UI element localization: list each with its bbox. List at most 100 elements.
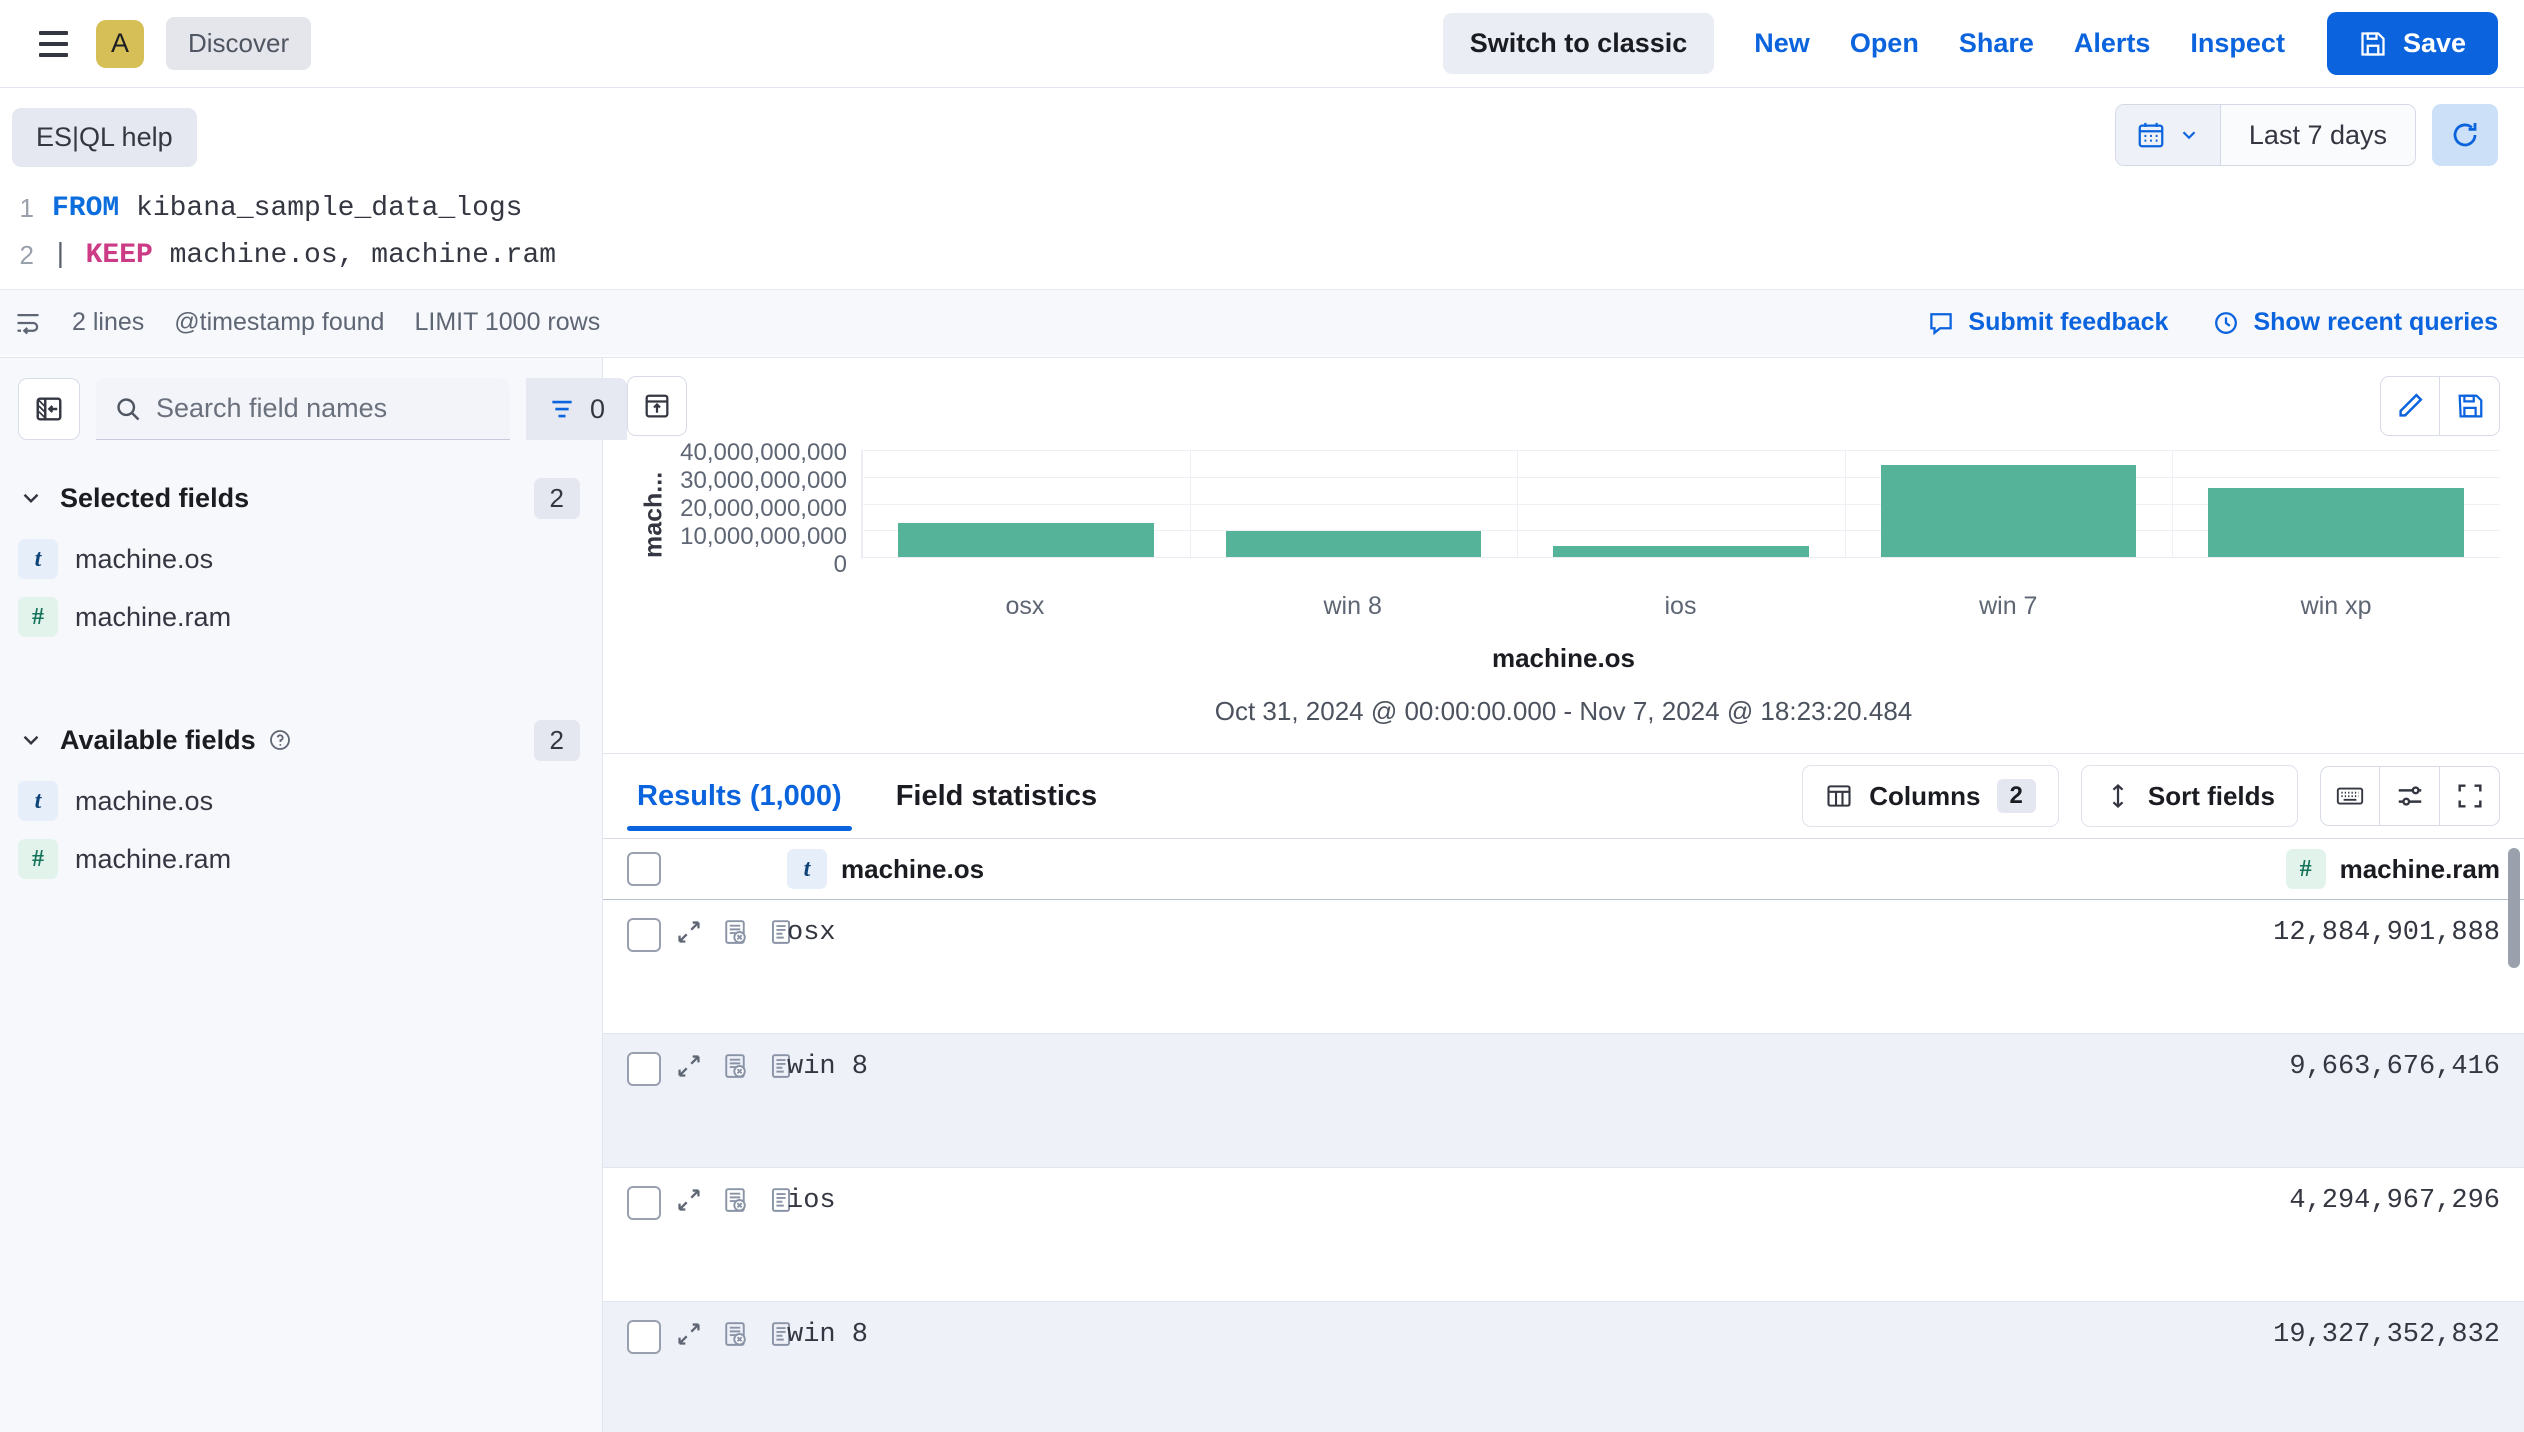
y-tick: 10,000,000,000: [680, 523, 847, 550]
search-input[interactable]: [142, 393, 510, 424]
table-row[interactable]: win 8 9,663,676,416: [603, 1034, 2524, 1168]
bar-win-7[interactable]: [1880, 465, 2137, 557]
bar-osx[interactable]: [898, 522, 1154, 557]
save-disk-icon[interactable]: [2440, 376, 2500, 436]
column-header-machine-ram[interactable]: # machine.ram: [2054, 849, 2524, 889]
search-field-names-box[interactable]: [96, 378, 510, 440]
nav-open-button[interactable]: Open: [1849, 28, 1919, 58]
expand-row-icon[interactable]: [675, 1320, 703, 1348]
single-doc-icon[interactable]: [767, 1186, 795, 1214]
bar-slot[interactable]: [862, 450, 1190, 557]
wrap-lines-icon[interactable]: [14, 309, 42, 337]
sidebar-section-selected-fields[interactable]: Selected fields 2: [0, 466, 602, 530]
nav-share-button[interactable]: Share: [1958, 28, 2034, 58]
gridline: [862, 503, 2500, 505]
filter-count: 0: [590, 393, 606, 424]
pipe-token: |: [52, 240, 86, 271]
date-picker[interactable]: Last 7 days: [2114, 104, 2416, 166]
row-checkbox[interactable]: [627, 1320, 661, 1354]
pencil-icon[interactable]: [2380, 376, 2440, 436]
y-axis-title: mach...: [639, 471, 668, 559]
help-circle-icon[interactable]: [268, 728, 292, 752]
keyboard-icon[interactable]: [2320, 766, 2380, 826]
display-options-icon[interactable]: [2380, 766, 2440, 826]
sort-fields-button[interactable]: Sort fields: [2080, 765, 2298, 827]
gridline: [862, 476, 2500, 478]
esql-editor[interactable]: 1 FROM kibana_sample_data_logs 2 | KEEP …: [0, 167, 2524, 289]
table-row[interactable]: ios 4,294,967,296: [603, 1168, 2524, 1302]
single-doc-icon[interactable]: [767, 1052, 795, 1080]
bar-slot[interactable]: [1844, 450, 2173, 557]
degraded-doc-icon[interactable]: [721, 1052, 749, 1080]
save-to-library-icon[interactable]: [627, 376, 687, 436]
bar-win-8[interactable]: [1225, 531, 1482, 557]
x-tick-label: win 7: [1979, 592, 2038, 620]
cell-machine-os: win 8: [787, 1320, 869, 1350]
code-line-1: 1 FROM kibana_sample_data_logs: [0, 185, 2524, 232]
field-type-string-icon: t: [18, 781, 58, 821]
breadcrumb[interactable]: Discover: [166, 17, 312, 70]
switch-to-classic-button[interactable]: Switch to classic: [1442, 13, 1715, 74]
results-header: Results (1,000) Field statistics Columns…: [603, 754, 2524, 838]
degraded-doc-icon[interactable]: [721, 1186, 749, 1214]
fullscreen-icon[interactable]: [2440, 766, 2500, 826]
bar-win-xp[interactable]: [2208, 488, 2464, 557]
bar-slot[interactable]: [1517, 450, 1845, 557]
degraded-doc-icon[interactable]: [721, 918, 749, 946]
row-checkbox[interactable]: [627, 1052, 661, 1086]
calendar-icon-button[interactable]: [2115, 105, 2221, 165]
cell-machine-ram: 12,884,901,888: [2273, 918, 2500, 948]
field-name: machine.ram: [75, 601, 232, 632]
show-recent-queries-link[interactable]: Show recent queries: [2212, 308, 2498, 337]
bar-ios[interactable]: [1553, 545, 1809, 557]
y-tick: 30,000,000,000: [680, 467, 847, 494]
save-button[interactable]: Save: [2326, 12, 2498, 75]
bar-slot[interactable]: [2172, 450, 2500, 557]
tab-results[interactable]: Results (1,000): [627, 780, 852, 831]
date-range-value[interactable]: Last 7 days: [2220, 105, 2415, 165]
avatar[interactable]: A: [96, 19, 144, 68]
status-bar-right: Submit feedback Show recent queries: [1927, 308, 2498, 337]
nav-alerts-button[interactable]: Alerts: [2073, 28, 2151, 58]
section-title: Selected fields: [60, 482, 250, 513]
chart-plot[interactable]: [861, 450, 2500, 558]
sidebar-field-machine-os-available[interactable]: t machine.os: [0, 772, 602, 830]
table-row[interactable]: win 8 19,327,352,832: [603, 1302, 2524, 1432]
results-grid[interactable]: t machine.os # machine.ram osx 12,884,901…: [603, 838, 2524, 1432]
expand-row-icon[interactable]: [675, 1186, 703, 1214]
gridline: [862, 450, 2500, 451]
vertical-scrollbar[interactable]: [2508, 848, 2520, 968]
single-doc-icon[interactable]: [767, 918, 795, 946]
table-row[interactable]: osx 12,884,901,888: [603, 900, 2524, 1034]
nav-new-button[interactable]: New: [1754, 28, 1810, 58]
single-doc-icon[interactable]: [767, 1320, 795, 1348]
sidebar-field-machine-os-selected[interactable]: t machine.os: [0, 530, 602, 588]
expand-row-icon[interactable]: [675, 1052, 703, 1080]
chart-time-range: Oct 31, 2024 @ 00:00:00.000 - Nov 7, 202…: [1214, 696, 1913, 726]
cell-machine-ram: 9,663,676,416: [2289, 1052, 2500, 1082]
expand-row-icon[interactable]: [675, 918, 703, 946]
x-tick-label: win xp: [2300, 592, 2372, 620]
row-checkbox[interactable]: [627, 1186, 661, 1220]
select-all-checkbox[interactable]: [627, 852, 661, 886]
bar-slot[interactable]: [1189, 450, 1518, 557]
degraded-doc-icon[interactable]: [721, 1320, 749, 1348]
main-panel: mach... 40,000,000,000 30,000,000,000 20…: [603, 358, 2524, 1432]
submit-feedback-link[interactable]: Submit feedback: [1927, 308, 2168, 337]
tab-field-statistics[interactable]: Field statistics: [895, 779, 1098, 812]
sidebar-section-available-fields[interactable]: Available fields 2: [0, 708, 602, 772]
nav-inspect-button[interactable]: Inspect: [2190, 28, 2285, 58]
row-checkbox[interactable]: [627, 918, 661, 952]
chart-area: mach... 40,000,000,000 30,000,000,000 20…: [627, 439, 2500, 580]
sidebar-field-machine-ram-selected[interactable]: # machine.ram: [0, 588, 602, 646]
column-header-machine-os[interactable]: t machine.os: [787, 849, 2054, 889]
hamburger-menu-icon[interactable]: [30, 21, 76, 67]
lines-count: 2 lines: [72, 308, 145, 336]
field-filter-button[interactable]: 0: [526, 378, 628, 440]
refresh-button[interactable]: [2432, 104, 2498, 166]
columns-button[interactable]: Columns 2: [1802, 765, 2059, 827]
sidebar-field-machine-ram-available[interactable]: # machine.ram: [0, 830, 602, 888]
collapse-panel-icon[interactable]: [18, 378, 80, 440]
esql-help-button[interactable]: ES|QL help: [12, 108, 197, 167]
row-actions: [675, 1186, 795, 1214]
